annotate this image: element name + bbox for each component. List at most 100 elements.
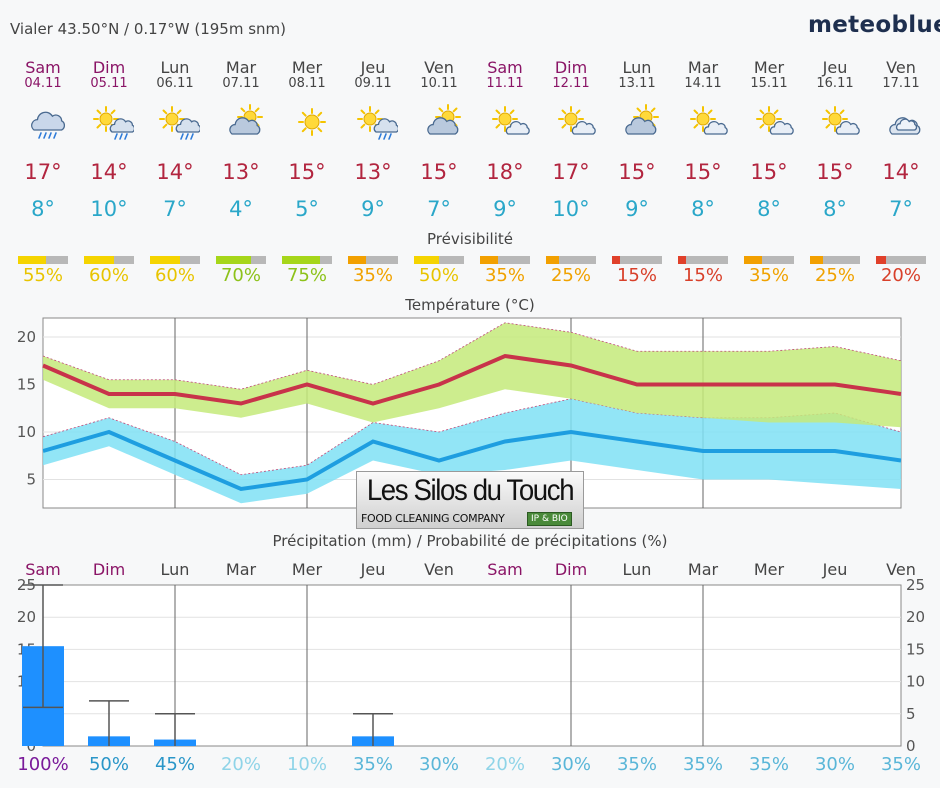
max-temperature: 15°: [420, 160, 458, 184]
day-name: Sam: [25, 58, 61, 77]
predictability-percent: 70%: [220, 265, 261, 286]
precipitation-probability: 20%: [484, 754, 525, 775]
predictability-fill: [480, 256, 498, 264]
predictability-fill: [150, 256, 180, 264]
sun-rain-icon: [159, 106, 200, 140]
temperature-y-tick: 10: [17, 423, 36, 441]
sun-cloud-icon: [822, 106, 860, 135]
min-temperature: 7°: [163, 197, 187, 221]
predictability-percent: 20%: [880, 265, 921, 286]
precipitation-probability: 20%: [220, 754, 261, 775]
min-temperature: 8°: [823, 197, 847, 221]
min-temperature: 9°: [625, 197, 649, 221]
day-date: 12.11: [552, 76, 590, 91]
day-date: 04.11: [24, 76, 62, 91]
temperature-y-tick: 5: [26, 471, 36, 489]
predictability-fill: [546, 256, 559, 264]
rain-cloud-icon: [31, 111, 66, 139]
cloud-sun-icon: [229, 104, 263, 135]
precipitation-day-label: Lun: [622, 560, 652, 579]
day-date: 11.11: [486, 76, 524, 91]
predictability-fill: [612, 256, 620, 264]
logo-title: Les Silos du Touch: [366, 474, 575, 507]
min-temperature: 7°: [427, 197, 451, 221]
precipitation-y-tick-right: 20: [906, 608, 925, 626]
predictability-bar: [282, 256, 332, 264]
predictability-fill: [84, 256, 114, 264]
day-name: Jeu: [822, 58, 848, 77]
min-temperature: 9°: [493, 197, 517, 221]
day-name: Mer: [291, 58, 323, 77]
max-temperature: 15°: [750, 160, 788, 184]
sun-cloud-icon: [492, 106, 530, 135]
day-name: Mar: [687, 58, 719, 77]
day-date: 07.11: [222, 76, 260, 91]
precipitation-y-tick-left: 20: [17, 608, 36, 626]
predictability-bar: [744, 256, 794, 264]
predictability-fill: [678, 256, 686, 264]
sun-cloud-icon: [690, 106, 728, 135]
predictability-percent: 15%: [682, 265, 723, 286]
predictability-bar: [18, 256, 68, 264]
max-temperature: 13°: [222, 160, 260, 184]
max-temperature: 14°: [882, 160, 920, 184]
max-temperature: 17°: [24, 160, 62, 184]
day-name: Mar: [225, 58, 257, 77]
max-temperature-band-edge: [42, 322, 902, 390]
min-temperature-line: [42, 429, 902, 492]
precipitation-day-label: Lun: [160, 560, 190, 579]
precipitation-day-label: Mar: [687, 560, 719, 579]
predictability-bar: [810, 256, 860, 264]
predictability-bar: [150, 256, 200, 264]
min-temperature: 8°: [691, 197, 715, 221]
sun-rain-icon: [357, 106, 398, 140]
predictability-bar: [480, 256, 530, 264]
max-temperature: 17°: [552, 160, 590, 184]
day-name: Dim: [554, 58, 588, 77]
day-date: 16.11: [816, 76, 854, 91]
min-temperature: 5°: [295, 197, 319, 221]
sun-cloud-icon: [756, 106, 794, 135]
predictability-fill: [18, 256, 46, 264]
day-date: 14.11: [684, 76, 722, 91]
precipitation-y-tick-right: 25: [906, 578, 925, 594]
precipitation-day-label: Dim: [92, 560, 126, 579]
min-temperature: 9°: [361, 197, 385, 221]
predictability-percent: 25%: [814, 265, 855, 286]
precipitation-day-label: Sam: [25, 560, 61, 579]
min-temperature: 4°: [229, 197, 253, 221]
logo-subtitle: FOOD CLEANING COMPANY: [361, 512, 505, 525]
predictability-bar: [546, 256, 596, 264]
sun-icon: [298, 108, 326, 136]
day-name: Mer: [753, 58, 785, 77]
precipitation-probability: 35%: [352, 754, 393, 775]
day-date: 10.11: [420, 76, 458, 91]
min-temperature: 7°: [889, 197, 913, 221]
day-name: Dim: [92, 58, 126, 77]
sun-cloud-icon: [558, 106, 596, 135]
temperature-chart-title: Température (°C): [405, 296, 535, 314]
precipitation-day-label: Mer: [753, 560, 785, 579]
max-temperature-band: [43, 322, 901, 428]
precipitation-plot-area: [42, 584, 902, 747]
precipitation-chart: 00551010151520202525: [17, 578, 925, 755]
predictability-percent: 15%: [616, 265, 657, 286]
predictability-bar: [678, 256, 728, 264]
meteoblue-logo[interactable]: meteoblue: [808, 12, 940, 38]
max-temperature: 15°: [684, 160, 722, 184]
predictability-percent: 60%: [88, 265, 129, 286]
precipitation-day-label: Jeu: [822, 560, 848, 579]
precipitation-day-label: Jeu: [360, 560, 386, 579]
max-temperature: 14°: [90, 160, 128, 184]
min-temperature: 8°: [31, 197, 55, 221]
precipitation-day-label: Mer: [291, 560, 323, 579]
max-temperature: 13°: [354, 160, 392, 184]
precipitation-probability: 30%: [550, 754, 591, 775]
precipitation-day-label: Mar: [225, 560, 257, 579]
day-date: 08.11: [288, 76, 326, 91]
min-temperature: 10°: [90, 197, 128, 221]
max-temperature-line: [42, 353, 902, 406]
predictability-percent: 25%: [550, 265, 591, 286]
max-temperature: 18°: [486, 160, 524, 184]
predictability-bar: [216, 256, 266, 264]
